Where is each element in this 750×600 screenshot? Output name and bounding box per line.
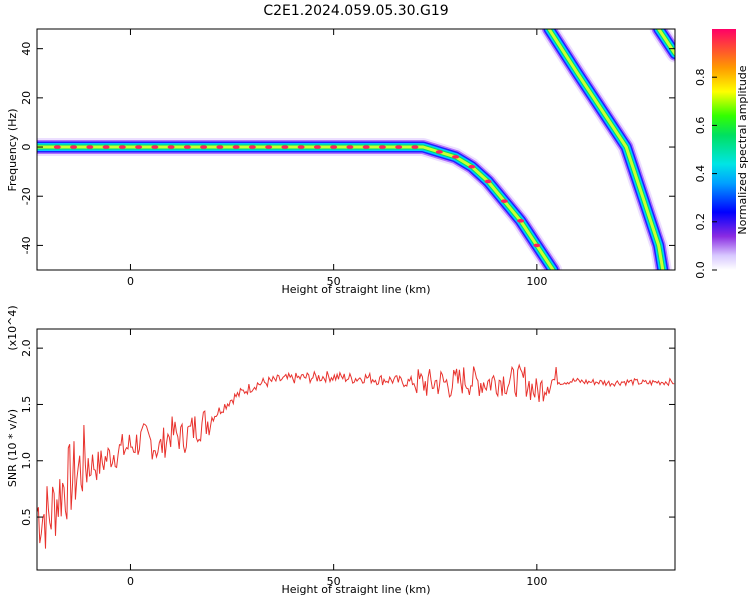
ridge-peak (452, 155, 460, 159)
ridge-peak (248, 145, 256, 149)
y-tick-label: 40 (20, 42, 33, 56)
ridge-peak (265, 145, 273, 149)
ridge-peak (500, 199, 508, 203)
y-tick-label: 0.5 (20, 508, 33, 526)
x-tick-label: 50 (327, 575, 341, 588)
ridge-peak (102, 145, 110, 149)
ridge-peak (281, 145, 289, 149)
y-tick-label: 0 (20, 144, 33, 151)
snr-multiplier: (x10^4) (6, 305, 19, 350)
ridge-upper-diagonal (540, 29, 672, 270)
ridge-peak (378, 145, 386, 149)
y-tick-label: 2.0 (20, 339, 33, 357)
ridge-peak (346, 145, 354, 149)
ridge-peak (330, 145, 338, 149)
ridge-corner (649, 29, 675, 63)
y-tick-label: -20 (20, 187, 33, 205)
ridge-peak (86, 145, 94, 149)
y-tick-label: 20 (20, 91, 33, 105)
colorbar-title: Normalized spectral amplitude (736, 65, 749, 234)
ridge-peak (313, 145, 321, 149)
spectrogram-panel: 0 50 100 -40 -20 0 20 40 Height of straight lin… (6, 28, 676, 296)
colorbar-tick-label: 0.0 (694, 261, 707, 279)
snr-series-line (37, 363, 675, 549)
ridge-peak (70, 145, 78, 149)
colorbar-ticks: 0.0 0.2 0.4 0.6 0.8 (694, 68, 717, 279)
ridge-peak (167, 145, 175, 149)
ridge-peak (435, 150, 443, 154)
ridge-peak (484, 179, 492, 184)
snr-ticks: 0 50 100 0.5 1.0 1.5 2.0 (20, 329, 675, 588)
x-tick-label: 100 (526, 575, 547, 588)
spectrogram-x-title: Height of straight line (km) (281, 283, 430, 296)
y-tick-label: -40 (20, 236, 33, 254)
spectrogram-frame (36, 28, 676, 271)
ridge-peak (533, 243, 541, 248)
colorbar-gradient (712, 29, 736, 270)
ridge-peak (232, 145, 240, 149)
colorbar-tick-label: 0.8 (694, 68, 707, 86)
y-tick-label: 1.5 (20, 396, 33, 414)
x-tick-label: 0 (127, 575, 134, 588)
x-tick-label: 50 (327, 275, 341, 288)
colorbar-tick-label: 0.6 (694, 117, 707, 134)
ridge-peak (53, 145, 61, 149)
snr-y-title: SNR (10 * v/v) (6, 409, 19, 487)
spectrogram-ticks: 0 50 100 -40 -20 0 20 40 (20, 29, 675, 288)
x-tick-label: 100 (526, 275, 547, 288)
ridge-peak (468, 164, 476, 169)
ridge-peak (200, 145, 208, 149)
figure-title: C2E1.2024.059.05.30.G19 (263, 3, 448, 19)
colorbar-tick-label: 0.4 (694, 165, 707, 183)
ridge-peak (118, 145, 126, 149)
ridge-peak (362, 145, 370, 149)
x-tick-label: 0 (127, 275, 134, 288)
colorbar-tick-label: 0.2 (694, 213, 707, 231)
y-tick-label: 1.0 (20, 452, 33, 470)
ridge-main (37, 138, 563, 270)
ridge-peak (411, 145, 419, 149)
spectrogram-y-title: Frequency (Hz) (6, 109, 19, 192)
ridge-layer (37, 29, 675, 270)
ridge-peak (216, 145, 224, 149)
ridge-peak (297, 145, 305, 149)
ridge-peak (135, 145, 143, 149)
ridge-peak (395, 145, 403, 149)
snr-panel: 0 50 100 0.5 1.0 1.5 2.0 Height of straight li… (6, 305, 676, 596)
snr-x-title: Height of straight line (km) (281, 583, 430, 596)
snr-series-layer (37, 363, 675, 549)
ridge-peak (183, 145, 191, 149)
snr-frame (36, 328, 676, 571)
colorbar: 0.0 0.2 0.4 0.6 0.8 Normalized spectral ampl… (694, 29, 749, 279)
ridge-peak (517, 219, 525, 223)
ridge-peak (151, 145, 159, 149)
